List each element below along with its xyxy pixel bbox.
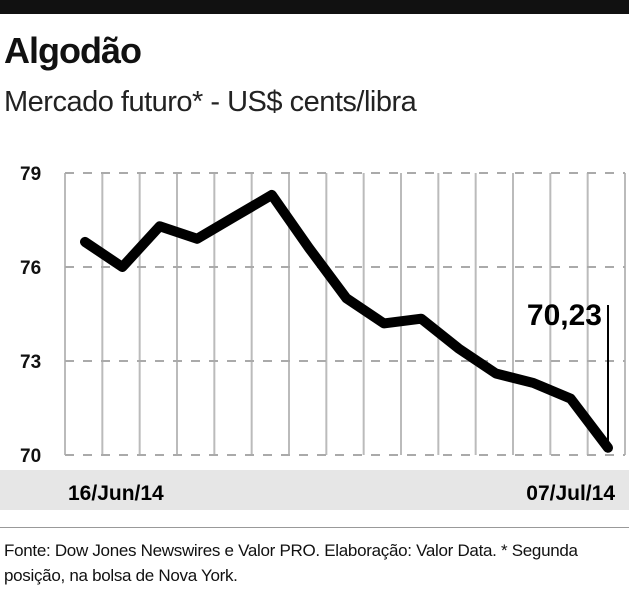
chart-title: Algodão	[4, 30, 142, 71]
annotation-label: 70,23	[527, 299, 602, 332]
y-tick-label: 73	[20, 352, 41, 373]
top-bar	[0, 0, 629, 14]
x-tick-label: 16/Jun/14	[68, 482, 164, 505]
divider	[0, 527, 629, 528]
x-axis-band	[0, 470, 629, 510]
source-note: Fonte: Dow Jones Newswires e Valor PRO. …	[4, 541, 578, 585]
x-tick-label: 07/Jul/14	[526, 482, 615, 505]
y-tick-label: 70	[20, 446, 41, 467]
line-chart: 79 76 73 70 70,23 16/Jun/14 07/Jul/14	[0, 164, 629, 510]
y-tick-label: 76	[20, 258, 41, 279]
y-tick-label: 79	[20, 164, 41, 185]
chart-subtitle: Mercado futuro* - US$ cents/libra	[4, 86, 417, 118]
